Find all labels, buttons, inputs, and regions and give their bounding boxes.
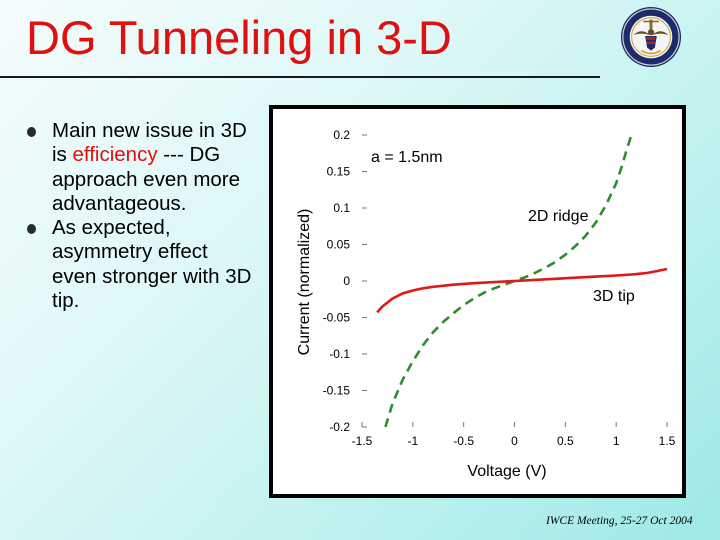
y-tick-label: 0.15 — [327, 165, 351, 179]
x-tick-labels: -1.5 -1 -0.5 0 0.5 1 1.5 — [352, 434, 676, 448]
x-tick-label: 1.5 — [659, 434, 676, 448]
y-tick-label: 0.05 — [327, 238, 351, 252]
y-tick-label: 0 — [343, 274, 350, 288]
series-line-3d-tip — [376, 267, 668, 314]
department-of-the-navy-seal-icon — [620, 6, 682, 68]
x-tick-label: 1 — [613, 434, 620, 448]
series-label-2d-ridge: 2D ridge — [528, 208, 589, 225]
x-tick-label: -0.5 — [453, 434, 474, 448]
x-tick-label: -1.5 — [352, 434, 373, 448]
bullet-1-text: Main new issue in 3D is — [52, 119, 247, 167]
y-tick-label: -0.1 — [329, 347, 350, 361]
y-tick-label: -0.15 — [323, 384, 351, 398]
y-tick-label: -0.2 — [329, 420, 350, 434]
iv-chart: 0.2 0.15 0.1 0.05 0 -0.05 -0.1 -0.15 -0.2 -1.5 -1… — [269, 105, 686, 498]
x-tick-marks — [361, 422, 668, 427]
footer-meeting-info: IWCE Meeting, 25-27 Oct 2004 — [546, 515, 693, 527]
bullet-item-efficiency: Main new issue in 3D is efficiency --- D… — [24, 119, 256, 216]
x-tick-label: -1 — [407, 434, 418, 448]
bullet-dot-icon — [27, 224, 36, 235]
x-axis-label: Voltage (V) — [467, 463, 546, 480]
iv-chart-plot: 0.20.150.10.050-0.05-0.1-0.15-0.2 -1.5 -1… — [296, 128, 676, 480]
series-label-3d-tip: 3D tip — [593, 288, 635, 305]
chart-annotation: a = 1.5nm — [371, 149, 443, 166]
bullet-1-text-end: --- DG approach even more advantageous. — [52, 143, 241, 215]
y-tick-label: 0.1 — [333, 201, 350, 215]
y-tick-label: -0.05 — [323, 311, 351, 325]
title-underline — [0, 76, 600, 78]
x-tick-label: 0 — [511, 434, 518, 448]
x-tick-label: 0.5 — [557, 434, 574, 448]
bullet-list: Main new issue in 3D is efficiency --- D… — [24, 119, 256, 313]
y-tick-label: 0.2 — [333, 128, 350, 142]
bullet-1-highlight: efficiency — [72, 143, 158, 167]
series-line-2d-ridge — [384, 134, 633, 428]
bullet-item-asymmetry: As expected, asymmetry effect even stron… — [24, 216, 256, 313]
y-tick-labels: 0.2 0.15 0.1 0.05 0 -0.05 -0.1 -0.15 -0.2 — [323, 128, 351, 434]
bullet-dot-icon — [27, 127, 36, 137]
slide-title: DG Tunneling in 3-D — [26, 11, 452, 64]
y-tick-marks — [362, 134, 367, 428]
y-axis-label: Current (normalized) — [296, 209, 313, 356]
bullet-2-text: As expected, asymmetry effect even stron… — [52, 216, 252, 313]
series-layer — [376, 134, 668, 428]
